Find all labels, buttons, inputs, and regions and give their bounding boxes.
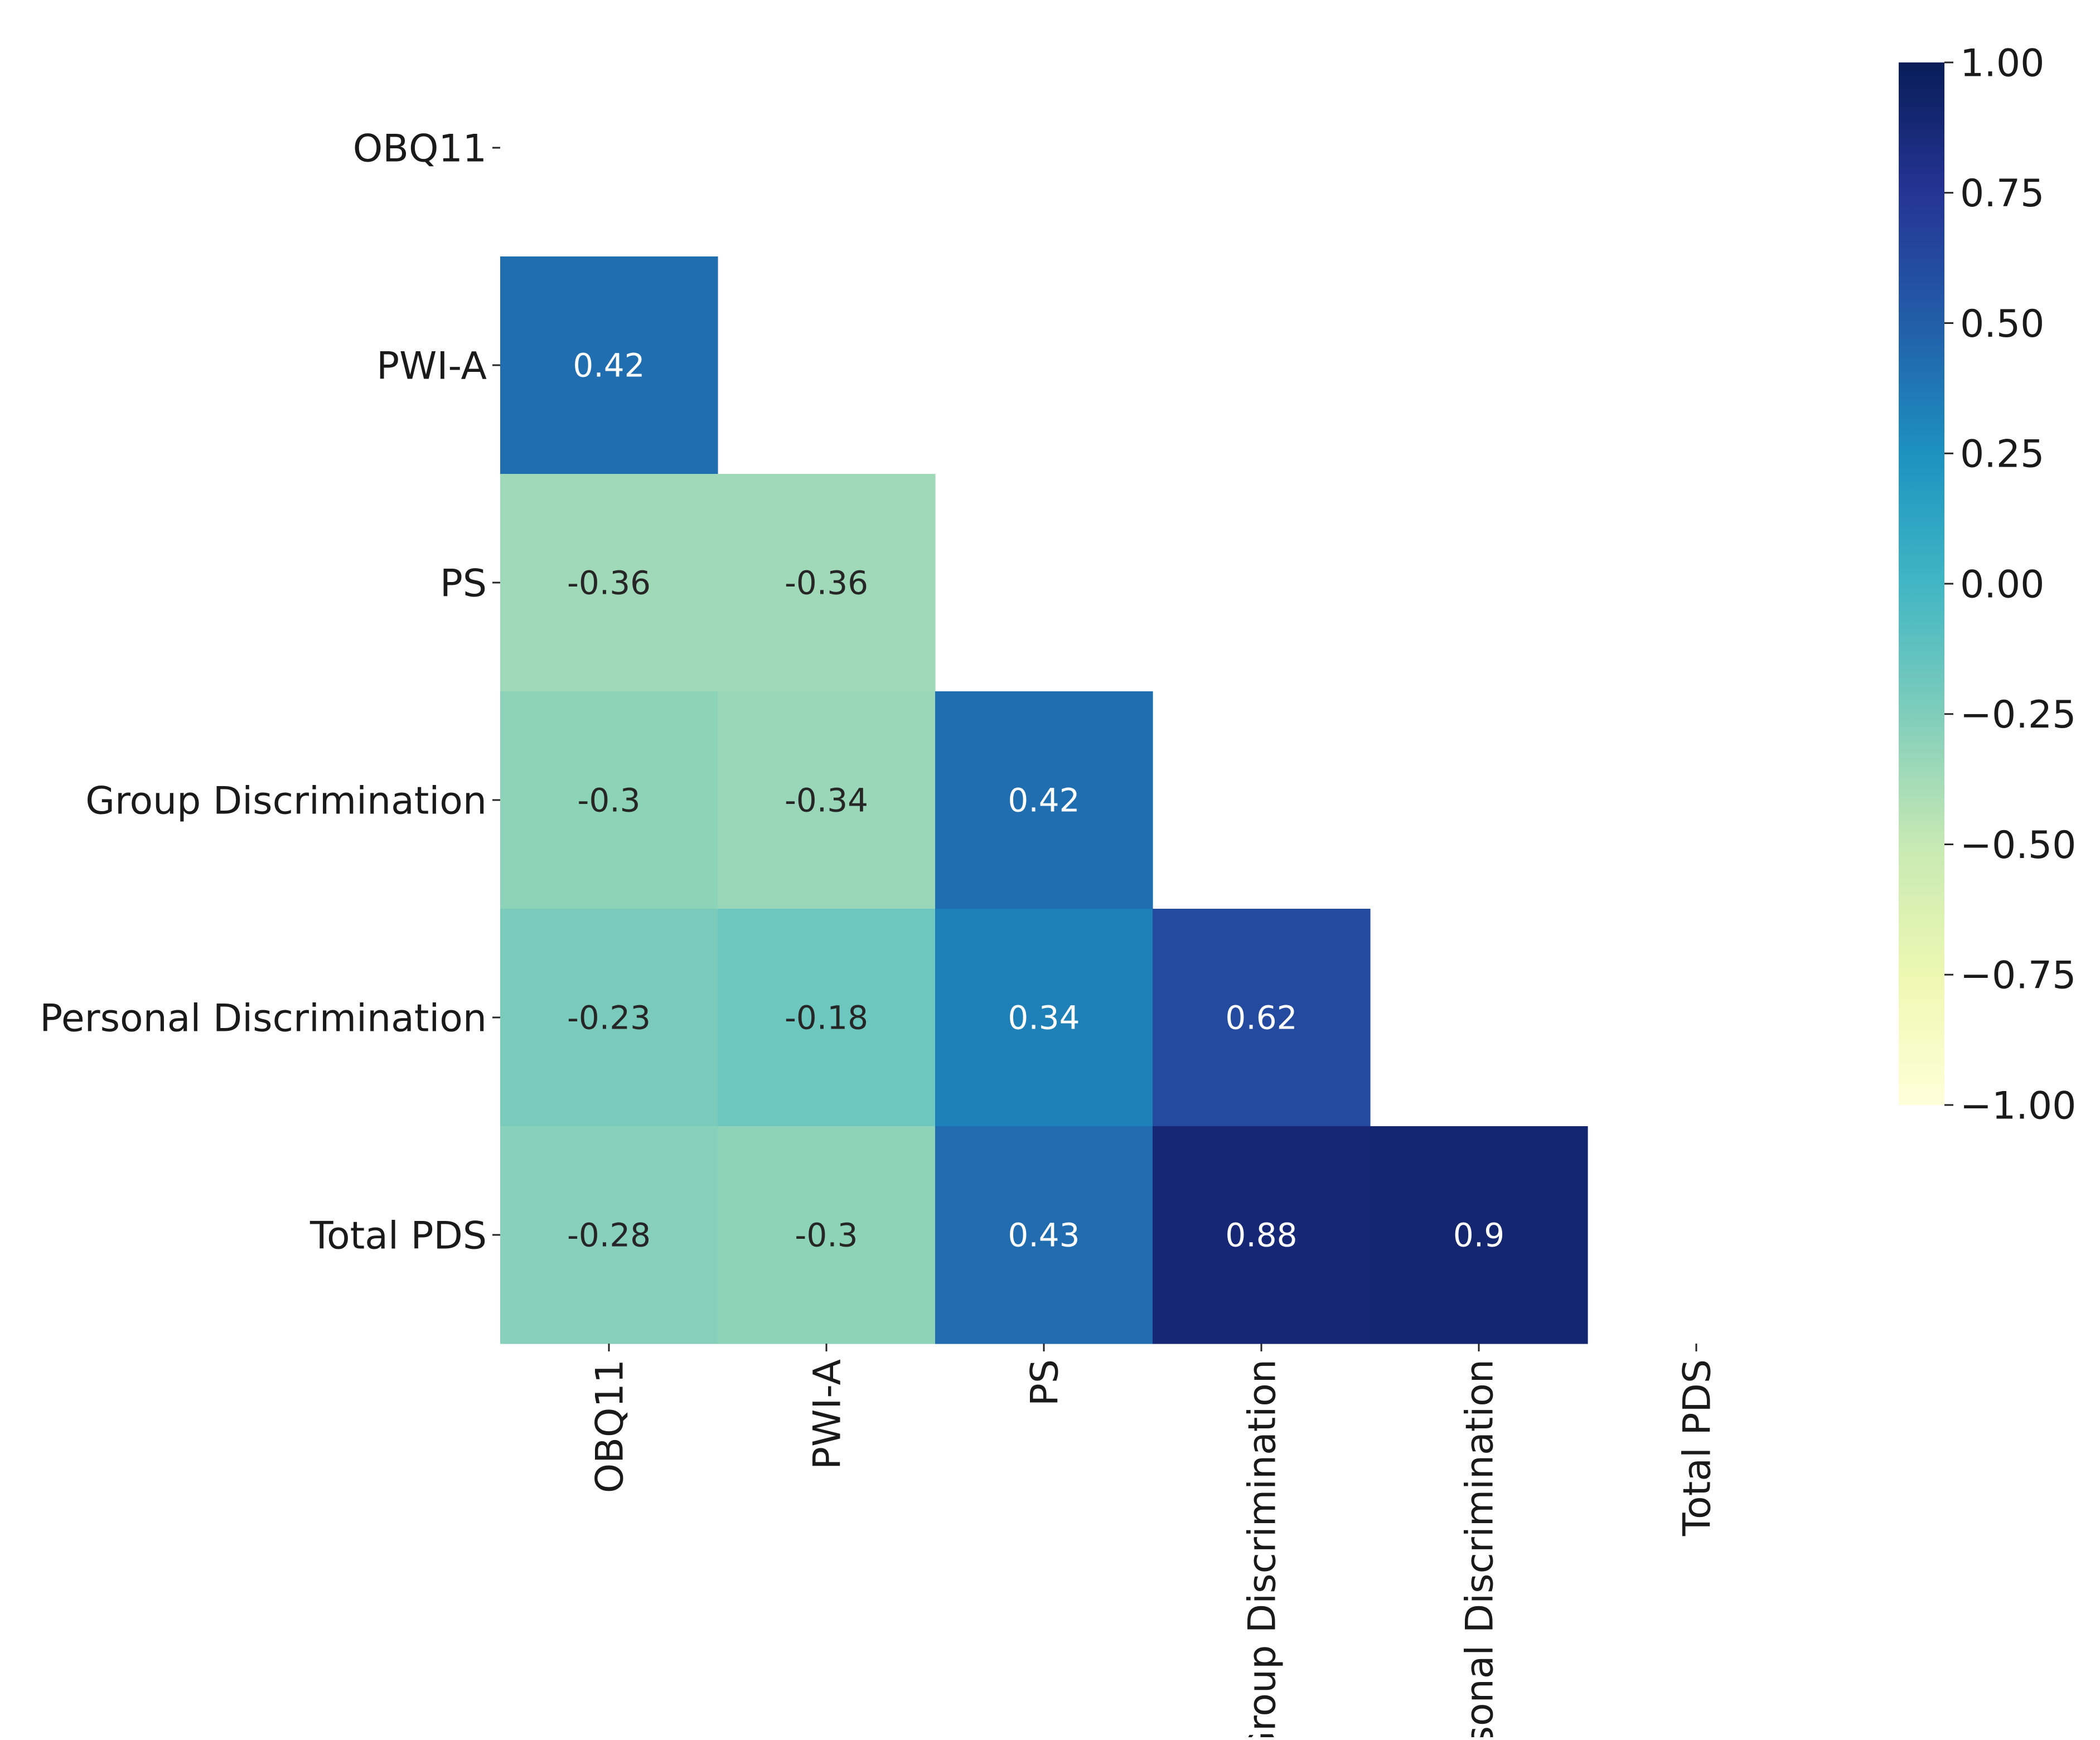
cell-value-label: 0.34 [1008,999,1080,1036]
x-axis: OBQ11 PWI-A PS Group Discrimination Personal… [588,1344,1719,1740]
cell-value-label: -0.3 [577,781,640,819]
heatmap-cell-total-pds-ps [935,1126,1153,1344]
colorbar: 1.00 0.75 0.50 0.25 0.00 −0.25 −0.50 −0.75 −1.00 [1899,41,2076,1128]
colorbar-tick-label: −1.00 [1960,1084,2076,1128]
cell-value-label: 0.43 [1008,1216,1080,1254]
heatmap-cell-group-discrimination-ps [935,691,1153,909]
x-tick-label-personal-discrimination: Personal Discrimination [1458,1359,1502,1737]
heatmap-cell-total-pds-group-discrimination [1153,1126,1371,1344]
heatmap-cell-personal-discrimination-obq11 [500,909,718,1127]
x-tick-label-obq11: OBQ11 [588,1359,632,1493]
x-tick-label-group-discrimination: Group Discrimination [1240,1359,1284,1737]
cell-value-label: -0.28 [567,1216,651,1254]
heatmap-cell-pwi-a-obq11 [500,256,718,474]
colorbar-tick-label: −0.50 [1960,823,2076,867]
y-axis: OBQ11 PWI-A PS Group Discrimination Personal… [40,127,500,1258]
cell-value-label: -0.23 [567,999,651,1036]
heatmap-cell-total-pds-personal-discrimination [1370,1126,1588,1344]
colorbar-tick-label: 1.00 [1960,41,2044,85]
heatmap-cell-group-discrimination-pwi-a [718,691,936,909]
cell-value-label: -0.18 [785,999,868,1036]
heatmap-cell-group-discrimination-obq11 [500,691,718,909]
colorbar-tick-label: −0.75 [1960,954,2076,998]
y-tick-label-total-pds: Total PDS [309,1214,487,1258]
heatmap-cell-personal-discrimination-pwi-a [718,909,936,1127]
y-tick-label-obq11: OBQ11 [353,127,487,171]
cell-value-label: -0.36 [785,564,868,602]
y-tick-label-pwi-a: PWI-A [376,344,487,388]
heatmap-cell-personal-discrimination-ps [935,909,1153,1127]
x-tick-label-total-pds: Total PDS [1675,1359,1719,1537]
heatmap-cell-total-pds-obq11 [500,1126,718,1344]
y-tick-label-personal-discrimination: Personal Discrimination [40,996,487,1040]
cell-value-label: -0.36 [567,564,651,602]
heatmap-cell-total-pds-pwi-a [718,1126,936,1344]
colorbar-tick-label: 0.00 [1960,563,2044,607]
heatmap-cell-personal-discrimination-group-discrimination [1153,909,1371,1127]
cell-value-label: 0.42 [573,346,645,384]
heatmap-cell-ps-obq11 [500,474,718,692]
cell-value-label: -0.3 [795,1216,858,1254]
colorbar-tick-label: 0.25 [1960,433,2044,477]
colorbar-tick-label: −0.25 [1960,693,2076,737]
cell-value-label: -0.34 [785,781,868,819]
cell-value-label: 0.88 [1225,1216,1297,1254]
x-tick-label-ps: PS [1023,1359,1067,1406]
cell-value-label: 0.62 [1225,999,1297,1036]
colorbar-tick-label: 0.50 [1960,302,2044,346]
heatmap-cells: 0.42 -0.36 -0.36 -0.3 -0.34 0.42 -0.23 -0.18 0.3… [500,256,1588,1344]
colorbar-tick-label: 0.75 [1960,172,2044,216]
x-tick-label-pwi-a: PWI-A [805,1359,849,1470]
cell-value-label: 0.42 [1008,781,1080,819]
colorbar-gradient [1899,62,1944,1105]
cell-value-label: 0.9 [1453,1216,1504,1254]
heatmap-cell-ps-pwi-a [718,474,936,692]
y-tick-label-ps: PS [440,561,487,605]
y-tick-label-group-discrimination: Group Discrimination [85,779,487,823]
